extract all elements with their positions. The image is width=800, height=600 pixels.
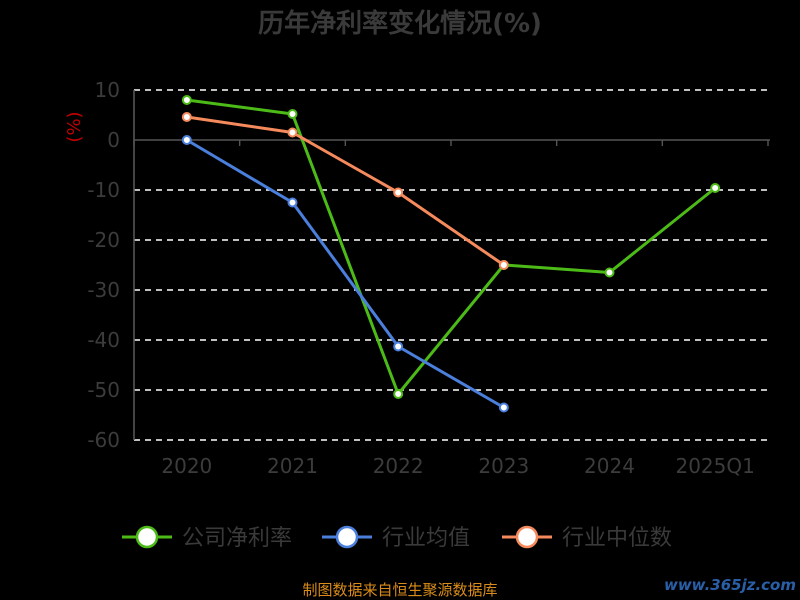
- y-tick-label: 0: [107, 128, 120, 152]
- legend-marker-icon: [135, 525, 159, 549]
- data-point: [498, 402, 509, 413]
- data-point: [710, 183, 721, 193]
- legend-label: 行业均值: [382, 526, 470, 551]
- data-point: [181, 135, 192, 145]
- series-1: [181, 135, 509, 413]
- y-tick-label: -20: [87, 228, 120, 252]
- series-line: [185, 138, 506, 409]
- y-axis-label: (%): [64, 111, 85, 142]
- legend-label: 行业中位数: [562, 526, 672, 551]
- legend-marker-icon: [335, 525, 359, 549]
- y-tick-label: -40: [87, 328, 120, 352]
- series-line: [185, 115, 506, 267]
- legend-item: 行业中位数: [502, 525, 672, 551]
- watermark: www.365jz.com: [664, 576, 796, 594]
- legend-item: 公司净利率: [122, 525, 292, 551]
- x-tick-label: 2025Q1: [675, 454, 754, 478]
- axis-layer: 10 0 -10 -20 -30 -40 -50 -60 2020 2021 2022 2023 202…: [87, 78, 755, 478]
- x-tick-label: 2022: [373, 454, 424, 478]
- legend: 公司净利率 行业均值 行业中位数: [122, 525, 672, 551]
- chart-title: 历年净利率变化情况(%): [258, 8, 542, 39]
- x-tick-label: 2020: [161, 454, 212, 478]
- series-layer: [181, 95, 721, 413]
- y-tick-label: -50: [87, 378, 120, 402]
- y-tick-label: -60: [87, 428, 120, 452]
- x-tick-label: 2024: [584, 454, 635, 478]
- data-point: [287, 127, 298, 138]
- legend-marker-icon: [515, 525, 539, 549]
- series-line: [185, 98, 717, 396]
- data-point: [393, 389, 404, 399]
- legend-item: 行业均值: [322, 525, 470, 551]
- y-tick-label: -30: [87, 278, 120, 302]
- data-point: [181, 112, 192, 122]
- legend-label: 公司净利率: [182, 526, 292, 551]
- series-2: [181, 112, 509, 270]
- data-point: [287, 197, 298, 208]
- data-point: [498, 260, 509, 270]
- grid-layer: [133, 89, 770, 441]
- x-tick-label: 2023: [478, 454, 529, 478]
- data-source-note: 制图数据来自恒生聚源数据库: [302, 581, 497, 599]
- data-point: [393, 187, 404, 198]
- data-point: [181, 95, 192, 105]
- data-point: [604, 267, 615, 278]
- y-tick-label: -10: [87, 178, 120, 202]
- data-point: [287, 109, 298, 119]
- y-tick-label: 10: [95, 78, 120, 102]
- x-tick-label: 2021: [267, 454, 318, 478]
- data-point: [393, 341, 404, 352]
